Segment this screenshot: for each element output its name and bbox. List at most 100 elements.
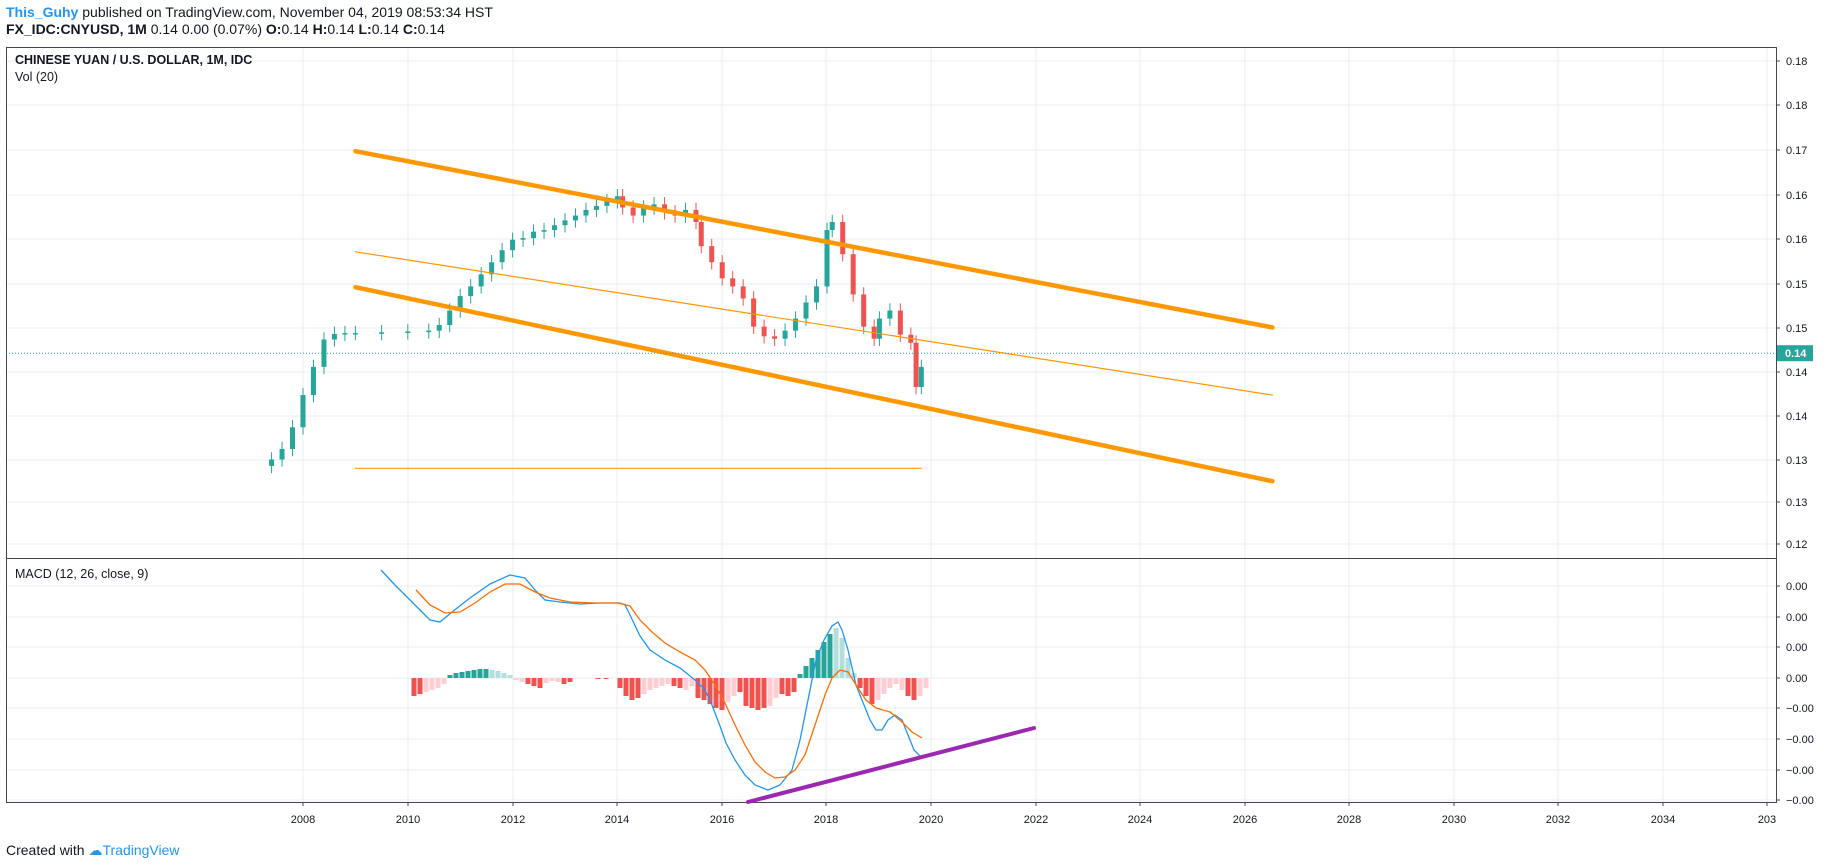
pane-title: CHINESE YUAN / U.S. DOLLAR, 1M, IDC xyxy=(15,53,252,67)
price-tick-label: 0.13 xyxy=(1786,455,1807,467)
created-with-text: Created with xyxy=(6,842,85,858)
macd-histogram-bar xyxy=(761,678,767,708)
macd-histogram-bar xyxy=(525,678,531,684)
macd-histogram-bar xyxy=(785,678,791,696)
macd-histogram-bar xyxy=(683,678,689,690)
candle-body xyxy=(709,246,715,263)
candle-body xyxy=(499,250,505,263)
macd-histogram-bar xyxy=(791,678,797,692)
candle-body xyxy=(719,262,725,279)
macd-histogram-bar xyxy=(875,678,881,700)
candle-body xyxy=(793,318,799,331)
macd-histogram-bar xyxy=(495,671,501,678)
candle-body xyxy=(300,395,306,428)
candle-body xyxy=(803,302,809,319)
macd-histogram-bar xyxy=(507,675,513,678)
candle-body xyxy=(730,278,736,287)
footer: Created with ☁TradingView xyxy=(6,842,180,859)
macd-histogram-bar xyxy=(827,634,833,678)
high-label: H: xyxy=(312,21,328,37)
macd-axis[interactable]: 0.00 0.00 0.00 0.00 −0.00 −0.00 −0.00 −0.00 xyxy=(1776,581,1814,807)
candle-body xyxy=(279,449,285,460)
low-value: 0.14 xyxy=(371,21,399,37)
tradingview-brand-link[interactable]: TradingView xyxy=(102,842,180,858)
time-tick-label: 2012 xyxy=(501,814,525,826)
macd-histogram-bar xyxy=(905,678,911,696)
price-tick-label: 0.17 xyxy=(1786,145,1807,157)
macd-histogram-bar xyxy=(489,670,495,678)
volume-label: Vol (20) xyxy=(15,70,58,84)
candle-body xyxy=(897,310,903,335)
candle-body xyxy=(478,274,484,287)
macd-histogram-bar xyxy=(755,678,761,710)
candle-body xyxy=(531,231,537,239)
macd-histogram-bar xyxy=(453,673,459,678)
macd-histogram-bar xyxy=(863,678,869,696)
macd-histogram-bar xyxy=(617,678,623,688)
channel-drawings[interactable] xyxy=(6,148,1776,484)
candle-body xyxy=(887,310,893,319)
time-tick-label: 2014 xyxy=(605,814,629,826)
candle-body xyxy=(772,336,778,339)
author-link[interactable]: This_Guhy xyxy=(6,4,79,20)
time-axis[interactable]: 2008 2010 2012 2014 2016 2018 2020 2022 2024 2026… xyxy=(291,802,1776,826)
macd-tick-label: −0.00 xyxy=(1786,734,1814,746)
macd-histogram-bar xyxy=(773,678,779,698)
macd-histogram-bar xyxy=(833,628,839,678)
price-tick-label: 0.14 xyxy=(1786,367,1807,379)
published-text: published on TradingView.com, November 0… xyxy=(82,4,493,20)
candle-body xyxy=(426,330,432,333)
time-tick-label: 2020 xyxy=(919,814,943,826)
macd-histogram-bar xyxy=(713,678,719,708)
macd-histogram-bar xyxy=(737,678,743,692)
macd-histogram-bar xyxy=(537,678,543,688)
macd-histogram-bar xyxy=(911,678,917,700)
macd-histogram-bar xyxy=(659,678,665,686)
time-tick-label: 2022 xyxy=(1024,814,1048,826)
candle-body xyxy=(379,332,385,334)
channel-upper-line xyxy=(353,148,1275,330)
macd-histogram-bar xyxy=(595,678,601,679)
candle-body xyxy=(447,310,453,326)
macd-histogram-bar xyxy=(857,678,863,688)
candle-body xyxy=(913,342,919,388)
macd-histogram-bar xyxy=(731,678,737,696)
macd-histogram-bar xyxy=(549,678,555,681)
open-value: 0.14 xyxy=(281,21,309,37)
close-value: 0.14 xyxy=(417,21,445,37)
signal-line xyxy=(415,583,923,779)
candle-body xyxy=(562,220,568,226)
price-tick-label: 0.16 xyxy=(1786,234,1807,246)
macd-histogram-bar xyxy=(767,678,773,706)
price-tick-label: 0.15 xyxy=(1786,323,1807,335)
last-price-label: 0.14 xyxy=(1785,348,1807,360)
macd-histogram-bar xyxy=(821,642,827,678)
high-value: 0.14 xyxy=(327,21,355,37)
macd-tick-label: 0.00 xyxy=(1786,673,1807,685)
macd-histogram-bar xyxy=(561,678,567,684)
price-tick-label: 0.18 xyxy=(1786,100,1807,112)
macd-histogram-bar xyxy=(465,671,471,678)
macd-title: MACD (12, 26, close, 9) xyxy=(15,567,148,581)
candle-body xyxy=(740,286,746,299)
price-axis[interactable]: 0.18 0.18 0.17 0.16 0.16 0.15 0.15 0.14 0.14 0.13… xyxy=(1776,56,1813,551)
macd-histogram-bar xyxy=(881,678,887,694)
macd-histogram-bar xyxy=(543,678,549,683)
macd-histogram-bar xyxy=(567,678,573,682)
macd-histogram-bar xyxy=(555,678,561,682)
price-tick-label: 0.13 xyxy=(1786,497,1807,509)
macd-histogram-bar xyxy=(899,678,905,690)
macd-histogram-bar xyxy=(501,673,507,678)
candle-body xyxy=(824,230,830,287)
macd-indicator xyxy=(380,569,1036,804)
open-label: O: xyxy=(265,21,282,37)
close-label: C: xyxy=(402,21,418,37)
macd-histogram-bar xyxy=(471,670,477,678)
candle-body xyxy=(593,205,599,210)
macd-histogram-bar xyxy=(435,678,441,688)
symbol-ohlc-line: FX_IDC:CNYUSD, 1M 0.14 0.00 (0.07%) O:0.… xyxy=(6,21,445,37)
candle-body xyxy=(876,318,882,339)
macd-histogram-bar xyxy=(749,678,755,708)
macd-histogram-bar xyxy=(477,669,483,678)
